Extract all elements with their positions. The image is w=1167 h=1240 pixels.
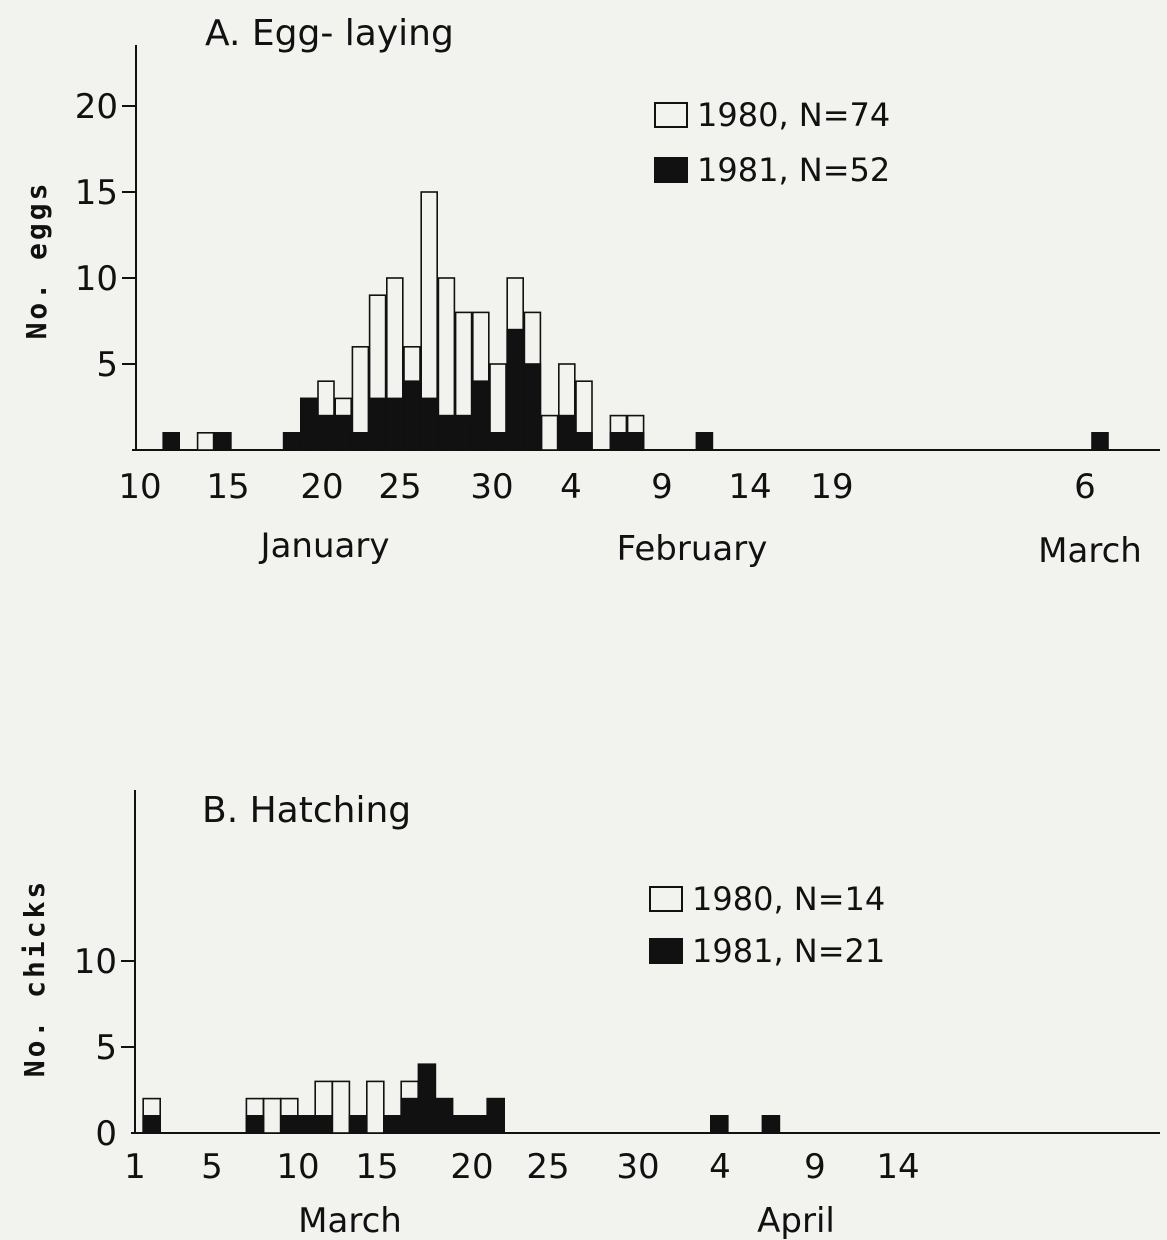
y-tick-label: 10 (75, 259, 118, 299)
y-tick-label: 15 (75, 173, 118, 213)
bar-1980 (196, 431, 215, 451)
bar-1981 (489, 431, 507, 451)
x-tick-label: 1 (124, 1147, 146, 1187)
bar-1981 (245, 1115, 265, 1134)
bar-1981 (523, 363, 542, 451)
x-tick-label: 30 (616, 1147, 659, 1187)
x-tick-label: 19 (810, 467, 853, 507)
bar-1981 (417, 1063, 437, 1134)
legend-swatch-1980 (654, 102, 688, 128)
x-tick-label: 10 (276, 1147, 319, 1187)
x-tick-label: 4 (560, 467, 582, 507)
legend-swatch-1981 (649, 938, 683, 964)
bar-1981 (142, 1115, 161, 1134)
x-tick-label: 20 (450, 1147, 493, 1187)
bar-1981 (575, 431, 593, 451)
bar-1980 (331, 1080, 351, 1134)
month-label: March (298, 1201, 402, 1240)
bar-1981 (314, 1115, 334, 1134)
month-label: March (1038, 531, 1142, 571)
legend-swatch-1980 (649, 886, 683, 912)
x-tick-label: 4 (709, 1147, 731, 1187)
bar-1981 (557, 414, 576, 451)
x-tick-label: 10 (118, 467, 161, 507)
y-axis-label: No. eggs (20, 181, 53, 340)
panel-title: A. Egg- laying (205, 13, 454, 54)
month-label: April (757, 1201, 835, 1240)
x-tick-label: 14 (728, 467, 771, 507)
month-label: January (259, 526, 390, 566)
bar-1981 (400, 1097, 420, 1134)
x-tick-label: 5 (201, 1147, 223, 1187)
bar-1981 (626, 431, 645, 451)
x-tick-label: 15 (206, 467, 249, 507)
bar-1981 (317, 414, 335, 451)
legend-label: 1981, N=52 (697, 151, 890, 189)
panel-title: B. Hatching (202, 790, 411, 831)
bar-1981 (282, 431, 301, 451)
x-tick-label: 9 (804, 1147, 826, 1187)
x-tick-label: 6 (1074, 467, 1096, 507)
y-tick-label: 5 (95, 1028, 117, 1068)
x-tick-label: 25 (378, 467, 421, 507)
bar-1981 (434, 1097, 454, 1134)
month-label: February (617, 529, 768, 569)
bar-1981 (403, 380, 421, 451)
x-tick-label: 25 (526, 1147, 569, 1187)
bar-1981 (279, 1115, 299, 1134)
legend-label: 1980, N=74 (697, 96, 890, 134)
y-axis-label: No. chicks (18, 879, 51, 1078)
bar-1981 (351, 431, 370, 451)
bar-1981 (214, 431, 232, 451)
y-tick-label: 20 (75, 87, 118, 127)
bar-1981 (383, 1115, 402, 1134)
bar-1981 (368, 397, 387, 451)
legend-label: 1981, N=21 (692, 932, 885, 970)
bar-1980 (540, 414, 559, 451)
x-tick-label: 14 (876, 1147, 919, 1187)
bar-1981 (709, 1115, 729, 1134)
bar-1981 (486, 1097, 506, 1134)
bar-1980 (365, 1080, 385, 1134)
bar-1981 (609, 431, 628, 451)
x-tick-label: 30 (470, 467, 513, 507)
y-tick-label: 10 (74, 942, 117, 982)
bar-1981 (506, 328, 525, 451)
bar-1981 (451, 1115, 471, 1134)
bar-1981 (437, 414, 456, 451)
x-tick-label: 15 (355, 1147, 398, 1187)
bar-1981 (385, 397, 404, 451)
y-tick-label: 0 (95, 1114, 117, 1154)
bar-1981 (299, 397, 318, 451)
x-tick-label: 9 (651, 467, 673, 507)
bar-1981 (334, 414, 353, 451)
bar-1981 (471, 380, 490, 451)
bar-1981 (695, 431, 714, 451)
y-tick-label: 5 (96, 345, 118, 385)
bar-1981 (1091, 431, 1109, 451)
bar-1981 (469, 1115, 488, 1134)
bar-1980 (262, 1097, 282, 1134)
bar-1981 (420, 397, 439, 451)
bar-1981 (761, 1115, 781, 1134)
bar-1981 (162, 431, 180, 451)
legend-label: 1980, N=14 (692, 880, 885, 918)
legend-swatch-1981 (654, 157, 688, 183)
bar-1981 (454, 414, 473, 451)
bar-1981 (297, 1115, 316, 1134)
bar-1981 (348, 1115, 368, 1134)
x-tick-label: 20 (300, 467, 343, 507)
